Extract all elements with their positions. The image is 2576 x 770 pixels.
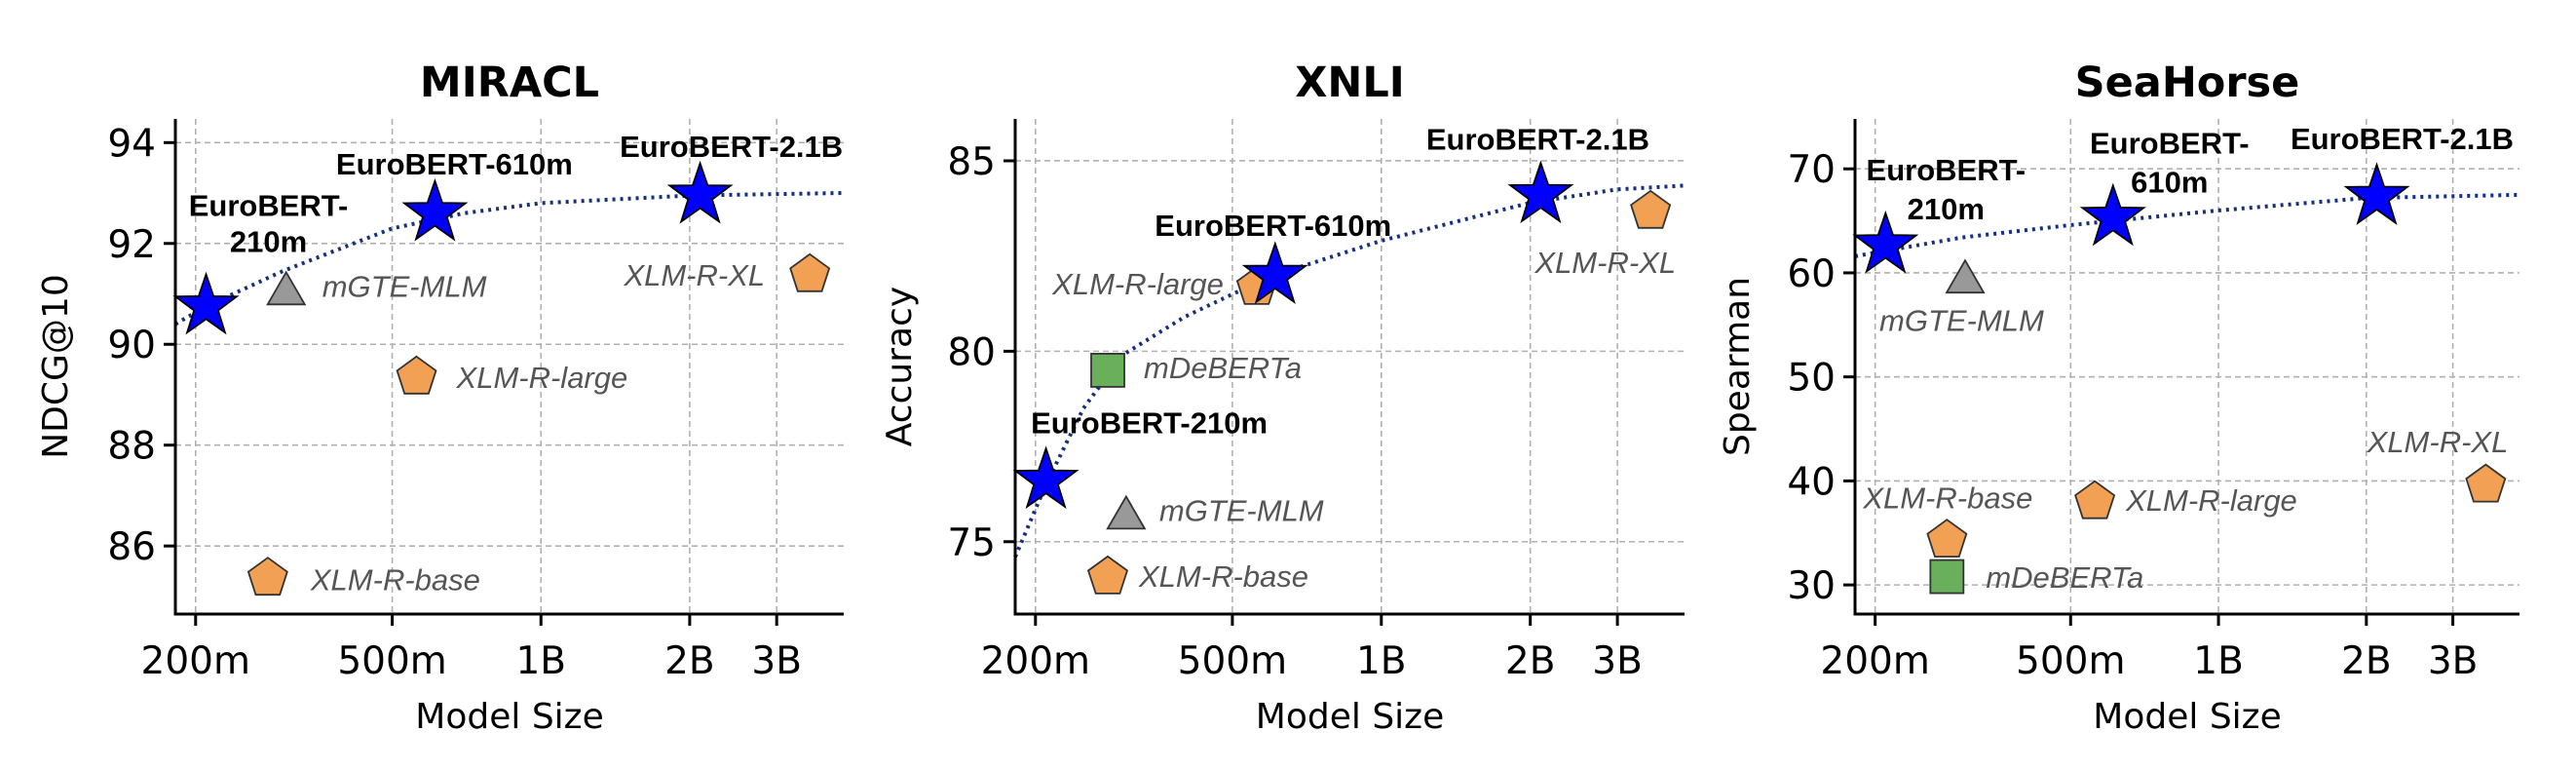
y-tick-label: 92 xyxy=(107,223,156,267)
subplot-xnli: XLM-R-large EuroBERT-210m EuroBERT-610m Eur… xyxy=(880,58,1686,737)
y-axis-label: Accuracy xyxy=(880,287,920,446)
x-tick-label: 200m xyxy=(141,639,250,683)
star-marker xyxy=(1507,160,1574,224)
y-tick-label: 94 xyxy=(107,122,156,166)
pentagon-marker xyxy=(2074,480,2116,520)
star-marker xyxy=(2343,162,2410,225)
y-tick-label: 70 xyxy=(1787,148,1836,192)
point-label: XLM-R-large xyxy=(1051,267,1224,301)
x-tick-label: 3B xyxy=(2428,639,2479,683)
y-tick-label: 90 xyxy=(107,324,156,367)
y-axis-label: NDCG@10 xyxy=(36,274,76,459)
x-tick-label: 200m xyxy=(981,639,1090,683)
star-marker xyxy=(401,177,469,242)
subplot-seahorse: EuroBERT- 210m EuroBERT- 610m EuroBERT-2.1B m… xyxy=(1718,58,2520,737)
point-label: EuroBERT-210m xyxy=(1031,405,1268,440)
point-label: EuroBERT-610m xyxy=(336,147,573,181)
square-marker xyxy=(1929,558,1965,595)
point-label: mGTE-MLM xyxy=(1879,303,2044,337)
point-label: XLM-R-XL xyxy=(1534,246,1676,280)
trend-line xyxy=(1013,183,1686,558)
y-axis-label: Spearman xyxy=(1718,277,1758,456)
point-label: 210m xyxy=(1908,192,1985,226)
y-tick-label: 75 xyxy=(947,521,996,565)
y-tick-label: 80 xyxy=(947,330,996,374)
x-tick-label: 2B xyxy=(2341,639,2392,683)
y-tick-label: 60 xyxy=(1787,252,1836,296)
point-label: 610m xyxy=(2131,166,2208,200)
point-label: XLM-R-XL xyxy=(2367,425,2509,459)
triangle-marker xyxy=(1106,494,1147,530)
point-label: EuroBERT-2.1B xyxy=(1426,122,1649,156)
point-label: mDeBERTa xyxy=(1986,560,2143,595)
y-tick-label: 50 xyxy=(1787,357,1836,401)
x-tick-label: 500m xyxy=(337,639,446,683)
point-label: mDeBERTa xyxy=(1144,351,1302,385)
point-label: EuroBERT- xyxy=(1867,153,2027,187)
x-tick-label: 2B xyxy=(664,639,715,683)
point-label: EuroBERT-2.1B xyxy=(620,130,843,164)
point-label: mGTE-MLM xyxy=(1159,494,1324,528)
x-tick-label: 3B xyxy=(751,639,802,683)
subplot-miracl: EuroBERT-210m EuroBERT-610m EuroBERT-2.1B m… xyxy=(36,58,845,737)
y-tick-label: 30 xyxy=(1787,564,1836,608)
pentagon-marker xyxy=(1086,555,1129,595)
point-label: mGTE-MLM xyxy=(322,270,487,304)
subplot-title: XNLI xyxy=(1295,58,1405,107)
point-label: XLM-R-base xyxy=(1862,481,2032,515)
x-tick-label: 3B xyxy=(1592,639,1643,683)
point-label: XLM-R-base xyxy=(1138,559,1308,594)
star-marker xyxy=(1852,210,1919,274)
point-label: EuroBERT- xyxy=(189,189,349,223)
x-axis-label: Model Size xyxy=(1256,697,1444,737)
x-tick-label: 200m xyxy=(1820,639,1929,683)
x-tick-label: 1B xyxy=(1356,639,1407,683)
star-marker xyxy=(1012,445,1080,510)
point-label: XLM-R-large xyxy=(2125,483,2297,518)
triangle-marker xyxy=(1945,258,1986,294)
y-tick-label: 85 xyxy=(947,140,996,184)
y-tick-label: 88 xyxy=(107,425,156,469)
point-label: EuroBERT- xyxy=(2090,127,2250,161)
point-label: XLM-R-XL xyxy=(623,258,765,292)
point-label: XLM-R-base xyxy=(310,562,480,597)
pentagon-marker xyxy=(2465,463,2507,503)
point-label: 210m xyxy=(230,225,307,259)
pentagon-marker xyxy=(246,557,288,597)
x-tick-label: 1B xyxy=(2193,639,2244,683)
point-label: EuroBERT-610m xyxy=(1155,209,1391,243)
square-marker xyxy=(1090,353,1125,388)
star-marker xyxy=(666,160,734,224)
x-tick-label: 500m xyxy=(1178,639,1287,683)
pentagon-marker xyxy=(789,252,831,292)
y-tick-label: 86 xyxy=(107,525,156,569)
subplot-title: MIRACL xyxy=(420,58,599,107)
x-axis-label: Model Size xyxy=(2093,697,2281,737)
x-axis-label: Model Size xyxy=(415,697,603,737)
x-tick-label: 2B xyxy=(1505,639,1556,683)
subplot-title: SeaHorse xyxy=(2075,58,2300,107)
x-tick-label: 1B xyxy=(515,639,566,683)
pentagon-marker xyxy=(1630,189,1672,229)
star-marker xyxy=(1241,241,1308,304)
star-marker xyxy=(172,271,240,335)
point-label: EuroBERT-2.1B xyxy=(2291,122,2514,156)
triangle-marker xyxy=(266,270,307,306)
x-tick-label: 500m xyxy=(2016,639,2125,683)
star-marker xyxy=(2079,182,2146,247)
pentagon-marker xyxy=(1926,519,1968,558)
point-label: XLM-R-large xyxy=(456,361,628,395)
pentagon-marker xyxy=(396,355,437,395)
y-tick-label: 40 xyxy=(1787,460,1836,504)
